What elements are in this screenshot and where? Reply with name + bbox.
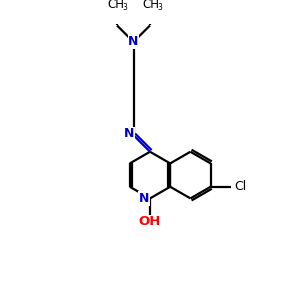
- Text: CH: CH: [143, 0, 160, 11]
- Text: OH: OH: [139, 215, 161, 228]
- Text: 3: 3: [122, 3, 127, 12]
- Text: CH: CH: [107, 0, 124, 11]
- Text: Cl: Cl: [235, 180, 247, 193]
- Text: 3: 3: [158, 3, 163, 12]
- Text: N: N: [128, 35, 139, 48]
- Text: N: N: [124, 128, 135, 140]
- Text: N: N: [139, 192, 149, 205]
